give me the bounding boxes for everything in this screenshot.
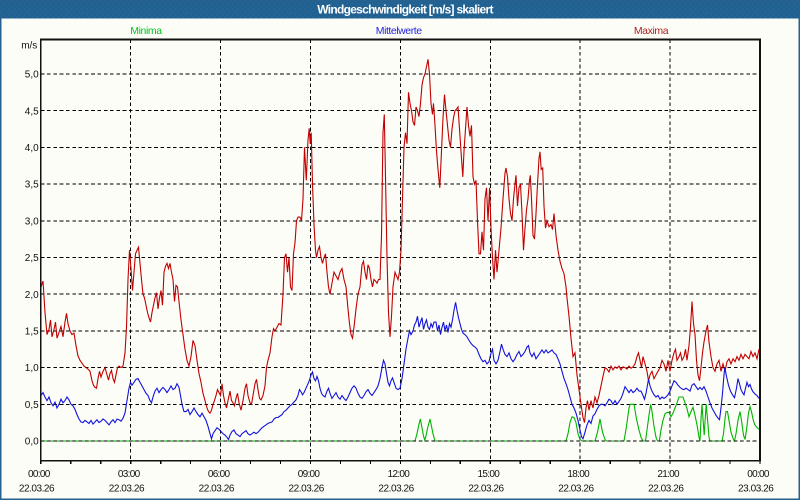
svg-text:2,5: 2,5 [25, 253, 39, 264]
svg-text:4,0: 4,0 [25, 143, 39, 154]
svg-text:5,0: 5,0 [25, 70, 39, 81]
svg-text:22.03.26: 22.03.26 [109, 484, 145, 495]
svg-text:00:00: 00:00 [28, 469, 51, 480]
svg-text:22.03.26: 22.03.26 [19, 484, 55, 495]
svg-text:Mittelwerte: Mittelwerte [376, 25, 422, 37]
svg-text:Maxima: Maxima [634, 25, 669, 37]
svg-text:22.03.26: 22.03.26 [558, 484, 594, 495]
svg-text:3,5: 3,5 [25, 180, 39, 191]
svg-text:06:00: 06:00 [208, 469, 231, 480]
svg-text:23.03.26: 23.03.26 [738, 484, 774, 495]
svg-text:22.03.26: 22.03.26 [468, 484, 504, 495]
svg-text:12:00: 12:00 [388, 469, 411, 480]
svg-text:Minima: Minima [130, 25, 162, 37]
svg-text:0,0: 0,0 [25, 437, 39, 448]
svg-text:0,5: 0,5 [25, 400, 39, 411]
svg-text:22.03.26: 22.03.26 [199, 484, 235, 495]
svg-text:Windgeschwindigkeit [m/s] skal: Windgeschwindigkeit [m/s] skaliert [317, 3, 493, 17]
svg-text:2,0: 2,0 [25, 290, 39, 301]
svg-text:15:00: 15:00 [478, 469, 501, 480]
svg-text:1,0: 1,0 [25, 363, 39, 374]
svg-text:3,0: 3,0 [25, 216, 39, 227]
svg-text:m/s: m/s [21, 40, 37, 51]
svg-text:4,5: 4,5 [25, 106, 39, 117]
svg-text:22.03.26: 22.03.26 [648, 484, 684, 495]
svg-text:22.03.26: 22.03.26 [289, 484, 325, 495]
svg-text:00:00: 00:00 [747, 469, 770, 480]
svg-text:22.03.26: 22.03.26 [378, 484, 414, 495]
svg-text:18:00: 18:00 [567, 469, 590, 480]
svg-text:1,5: 1,5 [25, 327, 39, 338]
svg-text:03:00: 03:00 [118, 469, 141, 480]
svg-text:21:00: 21:00 [657, 469, 680, 480]
svg-text:09:00: 09:00 [298, 469, 321, 480]
